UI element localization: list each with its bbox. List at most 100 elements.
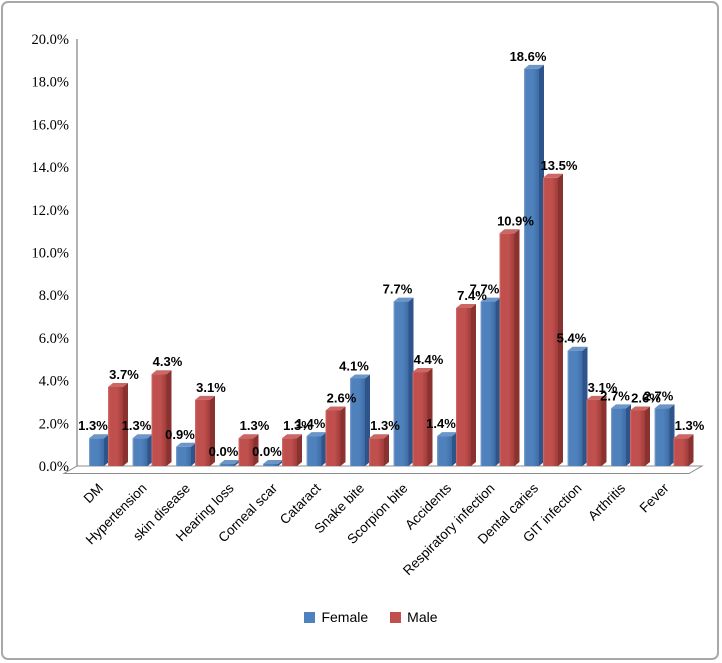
data-label: 0.0% [252, 444, 282, 459]
x-axis-label: Fever [637, 480, 672, 515]
data-label: 3.7% [109, 367, 139, 382]
bar-female-4-top [263, 460, 283, 464]
y-axis-label: 4.0% [39, 374, 69, 390]
data-label: 18.6% [510, 49, 547, 64]
bar-female-8 [437, 436, 452, 466]
bar-female-0-top [89, 434, 109, 439]
bar-female-11-top [567, 346, 588, 351]
bar-male-8-side [471, 304, 476, 466]
bar-female-3-side [234, 460, 240, 466]
data-label: 2.6% [631, 390, 661, 405]
bar-male-1 [151, 374, 167, 466]
bar-female-10-side [539, 64, 544, 466]
legend-label-male: Male [407, 609, 438, 625]
bar-male-8 [456, 308, 471, 466]
bar-male-12-top [630, 406, 650, 411]
bar-chart: 1.3%3.7%1.3%4.3%0.9%3.1%0.0%1.3%0.0%1.3%… [32, 32, 705, 578]
bar-female-7 [393, 301, 409, 466]
data-label: 1.3% [122, 418, 152, 433]
bar-male-7 [412, 372, 428, 466]
data-label: 7.4% [457, 288, 487, 303]
bar-male-0-side [123, 383, 128, 466]
bar-male-13-side [688, 434, 694, 466]
bar-female-13 [654, 408, 670, 466]
data-label: 4.4% [414, 352, 444, 367]
data-label: 4.1% [339, 358, 369, 373]
bar-female-12-top [611, 404, 631, 409]
bar-female-6-top [350, 374, 370, 379]
bar-female-13-side [669, 404, 675, 466]
bar-male-8-top [456, 304, 476, 309]
bar-male-6 [369, 438, 384, 466]
bar-male-1-side [166, 370, 172, 466]
y-axis-label: 12.0% [32, 203, 69, 219]
bar-male-9-top [499, 229, 520, 234]
bar-female-1-top [132, 434, 153, 439]
y-axis-label: 14.0% [32, 160, 69, 176]
y-axis-label: 8.0% [39, 288, 69, 304]
data-label: 13.5% [541, 158, 578, 173]
bar-female-5-top [306, 432, 327, 437]
y-axis-label: 10.0% [32, 246, 69, 262]
bar-female-4-side [278, 460, 283, 466]
legend-swatch-female-icon [304, 611, 316, 623]
bar-male-3-side [253, 434, 259, 466]
bar-female-12 [611, 408, 626, 466]
data-label: 0.0% [209, 444, 239, 459]
data-label: 1.3% [675, 418, 705, 433]
x-axis-label: Arthritis [585, 480, 628, 523]
data-label: 1.4% [296, 416, 326, 431]
bar-female-2-side [191, 442, 196, 466]
bar-male-9 [499, 233, 515, 466]
bar-female-9 [480, 301, 496, 466]
bar-male-2-side [210, 395, 215, 466]
bar-female-3-top [219, 460, 240, 464]
bar-male-10-side [558, 173, 563, 466]
bar-female-1-side [147, 434, 153, 466]
bar-female-2 [176, 446, 191, 466]
legend-item-male: Male [390, 609, 438, 625]
bar-female-5 [306, 436, 322, 466]
bar-male-4 [282, 438, 297, 466]
bar-male-5 [325, 410, 341, 466]
bar-female-1 [132, 438, 148, 466]
data-label: 4.3% [153, 354, 183, 369]
bar-female-9-top [480, 297, 501, 302]
data-label: 1.3% [240, 418, 270, 433]
bar-male-4-side [297, 434, 302, 466]
bar-male-10 [543, 177, 558, 466]
y-axis-label: 20.0% [32, 32, 69, 48]
bar-female-11 [567, 350, 583, 466]
data-label: 1.4% [426, 416, 456, 431]
bar-male-0-top [108, 383, 128, 388]
bar-female-0 [89, 438, 104, 466]
y-axis-label: 0.0% [39, 459, 69, 475]
bar-male-7-side [427, 368, 433, 466]
bar-female-5-side [321, 432, 327, 466]
bar-male-5-side [340, 406, 346, 466]
bar-male-12 [630, 410, 645, 466]
bar-female-2-top [176, 442, 196, 447]
bar-female-7-side [408, 297, 414, 466]
bar-female-0-side [104, 434, 109, 466]
bar-male-13-top [673, 434, 694, 439]
bar-female-13-top [654, 404, 675, 409]
bar-female-4 [263, 464, 278, 466]
chart-floor [62, 465, 704, 474]
legend-swatch-male-icon [390, 611, 402, 623]
bar-male-6-side [384, 434, 389, 466]
y-axis-label: 2.0% [39, 416, 69, 432]
bar-male-13 [673, 438, 689, 466]
bar-male-3 [238, 438, 254, 466]
bar-male-9-side [514, 229, 520, 466]
bar-female-3 [219, 464, 235, 466]
data-label: 2.6% [327, 390, 357, 405]
legend: Female Male [3, 609, 717, 625]
bar-female-9-side [495, 297, 501, 466]
data-label: 2.7% [644, 388, 674, 403]
bar-male-0 [108, 387, 123, 466]
bar-female-10 [524, 68, 539, 466]
bar-male-10-top [543, 173, 563, 178]
legend-item-female: Female [304, 609, 368, 625]
